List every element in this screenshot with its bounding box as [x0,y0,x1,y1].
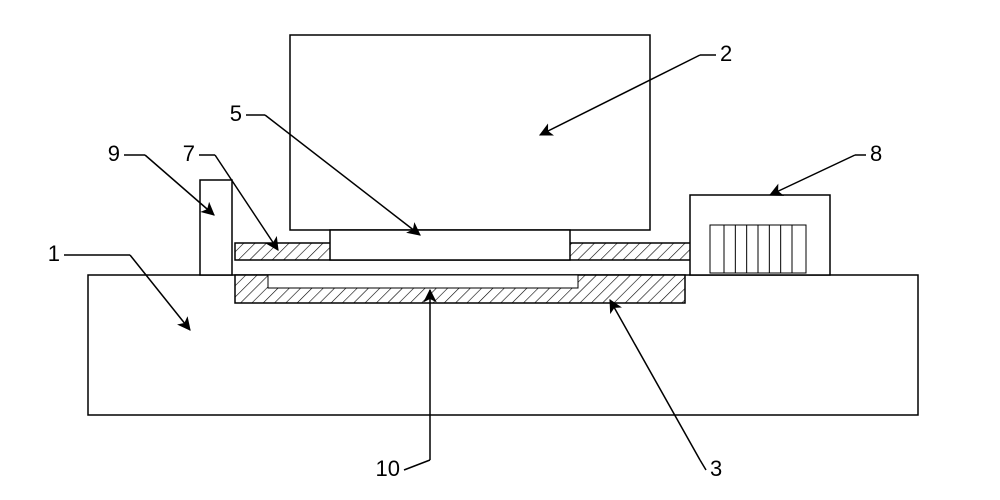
callout-10-label: 10 [376,456,400,481]
callout-3-leader-h [700,460,706,470]
lower-slab-inner [268,275,578,288]
box-8-inner-left [710,225,724,273]
callout-9-label: 9 [108,141,120,166]
main-block [290,35,650,230]
callout-8-label: 8 [870,141,882,166]
callout-7-label: 7 [183,141,195,166]
pillar-9 [200,180,232,275]
mid-plate [330,230,570,260]
callout-8-leader [770,155,855,195]
callout-10-leader-h [404,460,430,470]
callout-5-label: 5 [230,101,242,126]
callout-1-label: 1 [48,241,60,266]
callout-3-label: 3 [710,456,722,481]
callout-2-label: 2 [720,41,732,66]
box-8-inner-right [792,225,806,273]
